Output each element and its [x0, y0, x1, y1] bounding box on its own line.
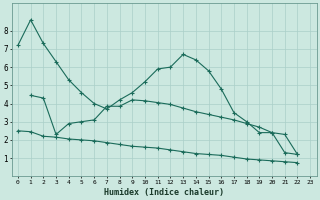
X-axis label: Humidex (Indice chaleur): Humidex (Indice chaleur)	[104, 188, 224, 197]
